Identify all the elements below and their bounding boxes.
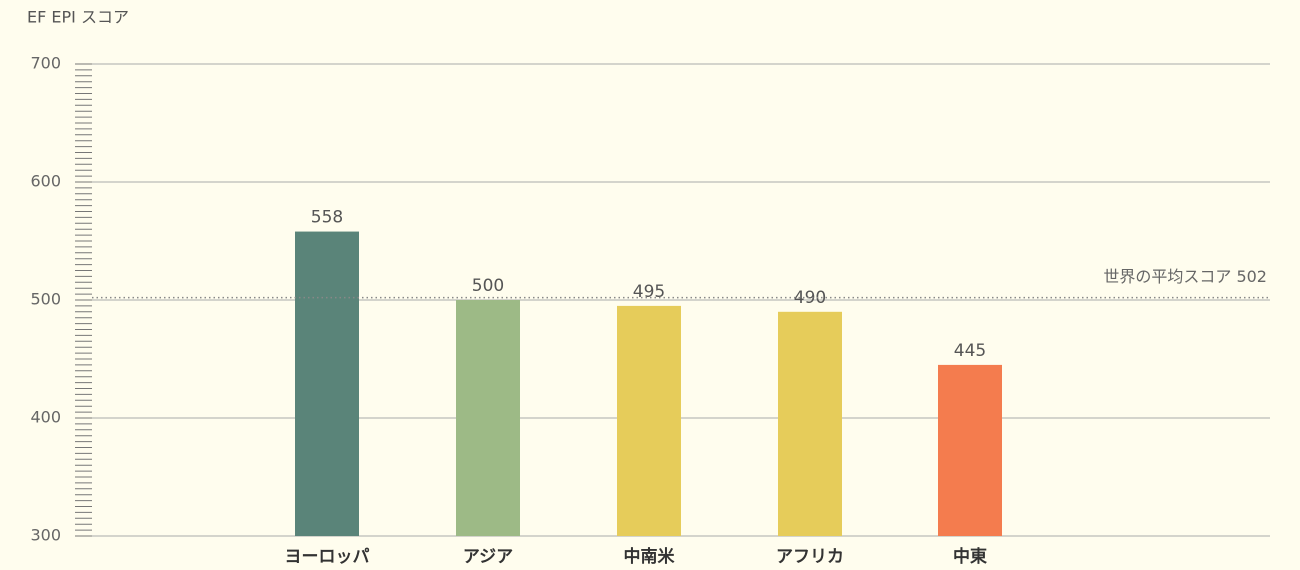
x-tick-label: ヨーロッパ <box>285 547 370 567</box>
data-label: 558 <box>311 208 343 228</box>
y-axis-title: EF EPI スコア <box>27 8 129 27</box>
bar <box>617 305 681 536</box>
x-tick-label: 中南米 <box>624 546 676 567</box>
bar <box>778 311 842 536</box>
x-tick-label: 中東 <box>953 546 987 567</box>
y-tick-label: 600 <box>30 172 61 191</box>
bar <box>295 231 359 536</box>
bar <box>456 300 520 536</box>
data-label: 445 <box>954 341 986 361</box>
reference-label: 世界の平均スコア 502 <box>1103 267 1267 286</box>
data-label: 490 <box>794 288 826 308</box>
y-tick-label: 700 <box>30 54 61 73</box>
y-tick-label: 400 <box>30 408 61 427</box>
y-tick-label: 300 <box>30 526 61 545</box>
data-label: 495 <box>633 282 665 302</box>
bar <box>938 364 1002 536</box>
x-tick-label: アフリカ <box>776 547 844 567</box>
data-label: 500 <box>472 276 504 296</box>
y-tick-label: 500 <box>30 290 61 309</box>
x-tick-label: アジア <box>463 547 513 567</box>
